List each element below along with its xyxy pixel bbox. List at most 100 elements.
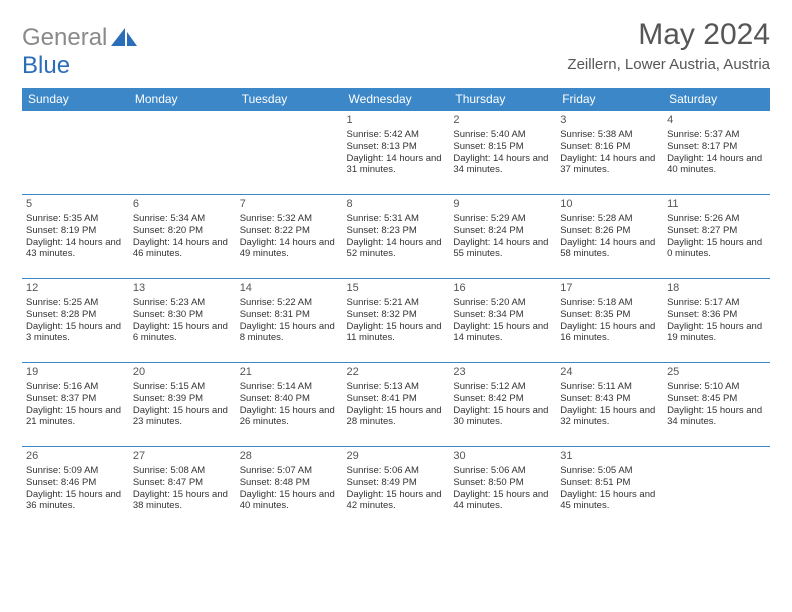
sunrise-line: Sunrise: 5:05 AM	[560, 465, 659, 477]
sunrise-line: Sunrise: 5:34 AM	[133, 213, 232, 225]
sunrise-line: Sunrise: 5:13 AM	[347, 381, 446, 393]
sunrise-line: Sunrise: 5:11 AM	[560, 381, 659, 393]
calendar-day-cell	[129, 111, 236, 195]
sunrise-line: Sunrise: 5:32 AM	[240, 213, 339, 225]
brand-part2: Blue	[22, 52, 70, 79]
sunrise-line: Sunrise: 5:40 AM	[453, 129, 552, 141]
weekday-header: Tuesday	[236, 88, 343, 111]
day-number: 23	[453, 366, 552, 380]
sunset-line: Sunset: 8:49 PM	[347, 477, 446, 489]
calendar-day-cell: 17Sunrise: 5:18 AMSunset: 8:35 PMDayligh…	[556, 279, 663, 363]
sunset-line: Sunset: 8:20 PM	[133, 225, 232, 237]
daylight-line: Daylight: 14 hours and 52 minutes.	[347, 237, 446, 261]
weekday-header: Monday	[129, 88, 236, 111]
calendar-day-cell	[236, 111, 343, 195]
calendar-day-cell: 9Sunrise: 5:29 AMSunset: 8:24 PMDaylight…	[449, 195, 556, 279]
sunset-line: Sunset: 8:41 PM	[347, 393, 446, 405]
day-number: 12	[26, 282, 125, 296]
calendar-day-cell: 23Sunrise: 5:12 AMSunset: 8:42 PMDayligh…	[449, 363, 556, 447]
calendar-day-cell: 26Sunrise: 5:09 AMSunset: 8:46 PMDayligh…	[22, 447, 129, 521]
sunset-line: Sunset: 8:42 PM	[453, 393, 552, 405]
calendar-day-cell: 5Sunrise: 5:35 AMSunset: 8:19 PMDaylight…	[22, 195, 129, 279]
sunset-line: Sunset: 8:28 PM	[26, 309, 125, 321]
day-number: 16	[453, 282, 552, 296]
sunset-line: Sunset: 8:27 PM	[667, 225, 766, 237]
daylight-line: Daylight: 15 hours and 36 minutes.	[26, 489, 125, 513]
sunrise-line: Sunrise: 5:29 AM	[453, 213, 552, 225]
daylight-line: Daylight: 15 hours and 44 minutes.	[453, 489, 552, 513]
sunset-line: Sunset: 8:15 PM	[453, 141, 552, 153]
daylight-line: Daylight: 15 hours and 16 minutes.	[560, 321, 659, 345]
sunset-line: Sunset: 8:50 PM	[453, 477, 552, 489]
day-number: 13	[133, 282, 232, 296]
day-number: 31	[560, 450, 659, 464]
title-block: May 2024 Zeillern, Lower Austria, Austri…	[567, 18, 770, 73]
sunrise-line: Sunrise: 5:06 AM	[347, 465, 446, 477]
day-number: 11	[667, 198, 766, 212]
calendar-day-cell: 13Sunrise: 5:23 AMSunset: 8:30 PMDayligh…	[129, 279, 236, 363]
daylight-line: Daylight: 14 hours and 43 minutes.	[26, 237, 125, 261]
calendar-day-cell: 2Sunrise: 5:40 AMSunset: 8:15 PMDaylight…	[449, 111, 556, 195]
sunset-line: Sunset: 8:17 PM	[667, 141, 766, 153]
sunset-line: Sunset: 8:37 PM	[26, 393, 125, 405]
calendar-table: SundayMondayTuesdayWednesdayThursdayFrid…	[22, 88, 770, 521]
sunset-line: Sunset: 8:30 PM	[133, 309, 232, 321]
header: General Blue May 2024 Zeillern, Lower Au…	[22, 18, 770, 80]
calendar-day-cell: 21Sunrise: 5:14 AMSunset: 8:40 PMDayligh…	[236, 363, 343, 447]
calendar-day-cell: 24Sunrise: 5:11 AMSunset: 8:43 PMDayligh…	[556, 363, 663, 447]
sunrise-line: Sunrise: 5:42 AM	[347, 129, 446, 141]
daylight-line: Daylight: 14 hours and 37 minutes.	[560, 153, 659, 177]
sunset-line: Sunset: 8:26 PM	[560, 225, 659, 237]
day-number: 5	[26, 198, 125, 212]
day-number: 14	[240, 282, 339, 296]
calendar-week-row: 26Sunrise: 5:09 AMSunset: 8:46 PMDayligh…	[22, 447, 770, 521]
calendar-day-cell: 27Sunrise: 5:08 AMSunset: 8:47 PMDayligh…	[129, 447, 236, 521]
day-number: 24	[560, 366, 659, 380]
sunrise-line: Sunrise: 5:10 AM	[667, 381, 766, 393]
calendar-day-cell: 31Sunrise: 5:05 AMSunset: 8:51 PMDayligh…	[556, 447, 663, 521]
sunset-line: Sunset: 8:48 PM	[240, 477, 339, 489]
weekday-header: Saturday	[663, 88, 770, 111]
day-number: 21	[240, 366, 339, 380]
day-number: 20	[133, 366, 232, 380]
sunset-line: Sunset: 8:45 PM	[667, 393, 766, 405]
location-subtitle: Zeillern, Lower Austria, Austria	[567, 56, 770, 73]
sunrise-line: Sunrise: 5:25 AM	[26, 297, 125, 309]
sunset-line: Sunset: 8:32 PM	[347, 309, 446, 321]
sunrise-line: Sunrise: 5:26 AM	[667, 213, 766, 225]
sunset-line: Sunset: 8:51 PM	[560, 477, 659, 489]
calendar-day-cell: 16Sunrise: 5:20 AMSunset: 8:34 PMDayligh…	[449, 279, 556, 363]
day-number: 6	[133, 198, 232, 212]
day-number: 30	[453, 450, 552, 464]
calendar-day-cell: 6Sunrise: 5:34 AMSunset: 8:20 PMDaylight…	[129, 195, 236, 279]
sunrise-line: Sunrise: 5:16 AM	[26, 381, 125, 393]
day-number: 9	[453, 198, 552, 212]
daylight-line: Daylight: 14 hours and 49 minutes.	[240, 237, 339, 261]
calendar-day-cell: 11Sunrise: 5:26 AMSunset: 8:27 PMDayligh…	[663, 195, 770, 279]
day-number: 8	[347, 198, 446, 212]
calendar-day-cell: 20Sunrise: 5:15 AMSunset: 8:39 PMDayligh…	[129, 363, 236, 447]
calendar-day-cell: 28Sunrise: 5:07 AMSunset: 8:48 PMDayligh…	[236, 447, 343, 521]
sunrise-line: Sunrise: 5:07 AM	[240, 465, 339, 477]
daylight-line: Daylight: 14 hours and 58 minutes.	[560, 237, 659, 261]
sunrise-line: Sunrise: 5:15 AM	[133, 381, 232, 393]
calendar-day-cell: 10Sunrise: 5:28 AMSunset: 8:26 PMDayligh…	[556, 195, 663, 279]
sunrise-line: Sunrise: 5:38 AM	[560, 129, 659, 141]
day-number: 19	[26, 366, 125, 380]
sunrise-line: Sunrise: 5:18 AM	[560, 297, 659, 309]
weekday-header-row: SundayMondayTuesdayWednesdayThursdayFrid…	[22, 88, 770, 111]
day-number: 2	[453, 114, 552, 128]
day-number: 15	[347, 282, 446, 296]
daylight-line: Daylight: 15 hours and 28 minutes.	[347, 405, 446, 429]
daylight-line: Daylight: 15 hours and 30 minutes.	[453, 405, 552, 429]
weekday-header: Thursday	[449, 88, 556, 111]
day-number: 27	[133, 450, 232, 464]
calendar-day-cell: 19Sunrise: 5:16 AMSunset: 8:37 PMDayligh…	[22, 363, 129, 447]
calendar-day-cell	[22, 111, 129, 195]
daylight-line: Daylight: 15 hours and 32 minutes.	[560, 405, 659, 429]
day-number: 26	[26, 450, 125, 464]
sunset-line: Sunset: 8:31 PM	[240, 309, 339, 321]
calendar-day-cell: 14Sunrise: 5:22 AMSunset: 8:31 PMDayligh…	[236, 279, 343, 363]
day-number: 25	[667, 366, 766, 380]
sunset-line: Sunset: 8:43 PM	[560, 393, 659, 405]
